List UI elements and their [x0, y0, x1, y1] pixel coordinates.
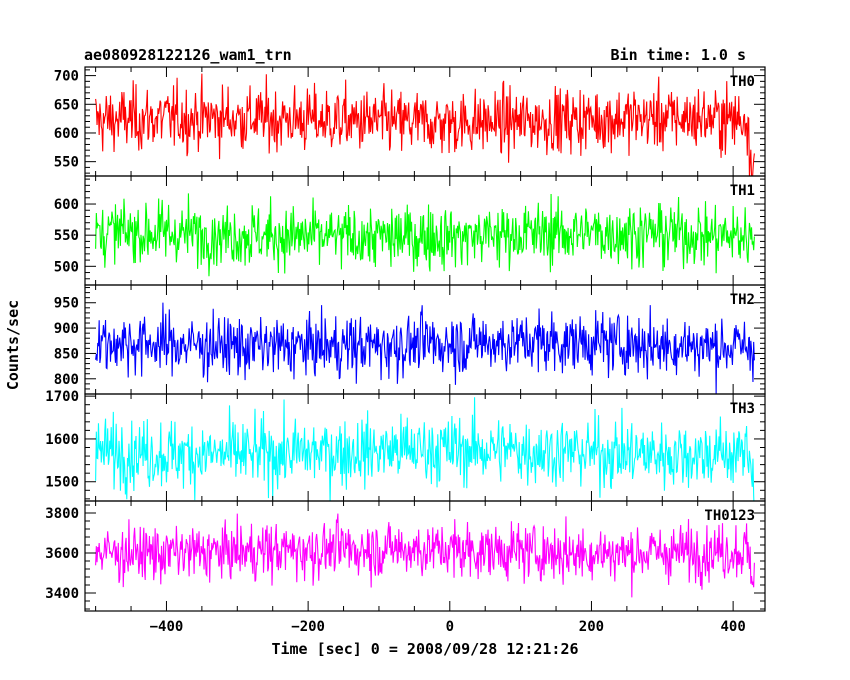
y-tick-label: 950	[54, 296, 79, 312]
y-tick-label: 650	[54, 97, 79, 113]
series-line-th2	[95, 302, 755, 394]
x-tick-label: 400	[720, 619, 745, 635]
bin-time-label: Bin time: 1.0 s	[611, 46, 746, 64]
panel-frame-th0123	[84, 500, 766, 612]
y-tick-label: 1500	[45, 475, 79, 491]
y-tick-label: 550	[54, 155, 79, 171]
y-tick-label: 850	[54, 346, 79, 362]
y-tick-label: 500	[54, 259, 79, 275]
y-tick-label: 3800	[45, 506, 79, 522]
y-tick-label: 1600	[45, 432, 79, 448]
chart-title: ae080928122126_wam1_trn	[84, 46, 292, 64]
y-tick-label: 900	[54, 321, 79, 337]
x-tick-label: 200	[579, 619, 604, 635]
y-tick-label: 600	[54, 197, 79, 213]
series-line-th3	[95, 397, 755, 501]
panel-label-th2: TH2	[730, 292, 755, 308]
y-tick-label: 3400	[45, 586, 79, 602]
x-tick-label: −200	[291, 619, 325, 635]
y-tick-label: 1700	[45, 389, 79, 405]
panel-label-th3: TH3	[730, 401, 755, 417]
panels-group: 550 600 650 700 TH0 500 550 600 TH1 800 850 900 950 T…	[45, 66, 766, 635]
x-axis-label: Time [sec] 0 = 2008/09/28 12:21:26	[271, 640, 578, 658]
series-line-th1	[95, 193, 755, 277]
y-axis-label: Counts/sec	[4, 300, 22, 390]
panel-label-th0: TH0	[730, 74, 755, 90]
x-tick-label: −400	[150, 619, 184, 635]
y-tick-label: 800	[54, 372, 79, 388]
y-tick-label: 550	[54, 228, 79, 244]
series-line-th0123	[95, 513, 755, 598]
panel-label-th1: TH1	[730, 183, 755, 199]
y-tick-label: 600	[54, 126, 79, 142]
y-tick-label: 700	[54, 69, 79, 85]
series-line-th0	[95, 73, 755, 176]
x-tick-label: 0	[446, 619, 454, 635]
panel-label-th0123: TH0123	[704, 508, 755, 524]
y-tick-label: 3600	[45, 546, 79, 562]
